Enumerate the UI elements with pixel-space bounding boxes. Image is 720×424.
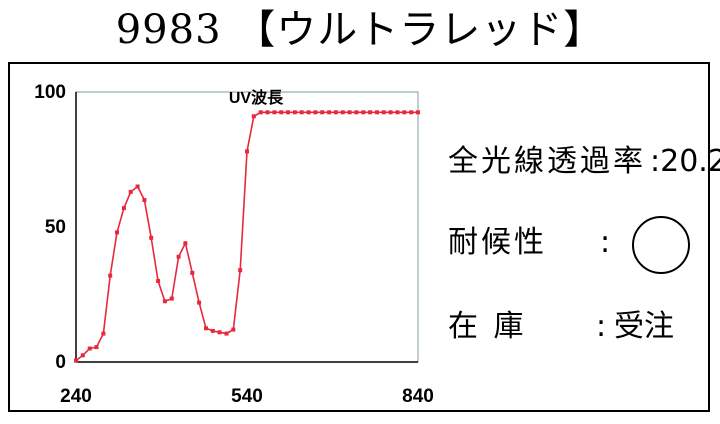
data-point [176,254,181,259]
y-tick-label: 50 [45,217,66,238]
stock-row: 在 庫: 受注 [448,302,674,352]
data-point [231,327,236,332]
stock-separator: : [596,309,607,344]
durability-label: 耐候性 [448,225,547,260]
plot-area [75,91,419,363]
data-point [272,110,277,115]
data-point [197,300,202,305]
x-tick-label: 240 [60,386,92,407]
data-point [162,299,167,304]
transmittance-value: 20.2% [660,144,720,179]
data-point [245,149,249,154]
durability-row: 耐候性: [448,218,610,268]
data-point [238,268,243,273]
data-point [327,110,332,115]
data-point [333,110,338,115]
data-point [169,296,174,301]
x-tick-label: 840 [402,386,434,407]
data-point [340,110,345,115]
data-point [94,345,99,350]
data-point [265,110,270,115]
data-point [183,241,188,246]
data-point [347,110,352,115]
data-point [361,110,366,115]
data-point [156,279,161,283]
data-point [142,198,147,202]
transmittance-separator: : [650,144,661,179]
data-point [409,110,414,115]
data-point [204,326,208,331]
data-point [135,184,140,189]
data-point [306,110,311,115]
data-point [128,189,133,194]
data-point [286,110,290,115]
data-point [115,230,119,235]
data-point [388,110,393,115]
data-point [210,328,215,333]
durability-separator: : [600,225,611,260]
data-point [354,110,359,115]
x-tick-label: 540 [231,386,263,407]
y-tick-label: 100 [34,82,66,103]
data-point [416,110,420,115]
data-point [149,235,154,240]
stock-label: 在 庫 [448,309,527,344]
data-point [121,206,126,211]
data-point [87,346,92,351]
page-title: 9983 【ウルトラレッド】 [115,7,605,53]
data-point [279,110,284,115]
data-point [381,110,386,115]
data-point [313,110,318,115]
data-point [224,331,229,336]
data-point [402,110,407,115]
durability-rating-circle [632,216,690,274]
data-point [101,331,106,336]
y-tick-label: 0 [55,352,66,373]
transmittance-row: 全光線透過率:20.2% [448,137,720,187]
data-point [292,110,297,115]
chart-title: UV波長 [229,88,284,107]
data-point [299,110,304,115]
data-points [74,110,420,363]
data-point [320,110,325,115]
data-point [108,273,113,278]
data-point [375,110,379,115]
data-point [217,330,222,335]
data-point [395,110,400,115]
data-point [258,110,263,115]
y-tick-labels: 100 50 0 [34,82,66,373]
data-point [368,110,373,115]
data-point [190,270,195,275]
data-point [251,114,256,119]
transmittance-label: 全光線透過率 [448,144,646,179]
chart-frame [8,62,710,412]
data-point [80,353,85,358]
x-tick-labels: 240 540 840 [60,386,434,407]
stock-value: 受注 [614,309,674,344]
data-point [74,358,78,363]
